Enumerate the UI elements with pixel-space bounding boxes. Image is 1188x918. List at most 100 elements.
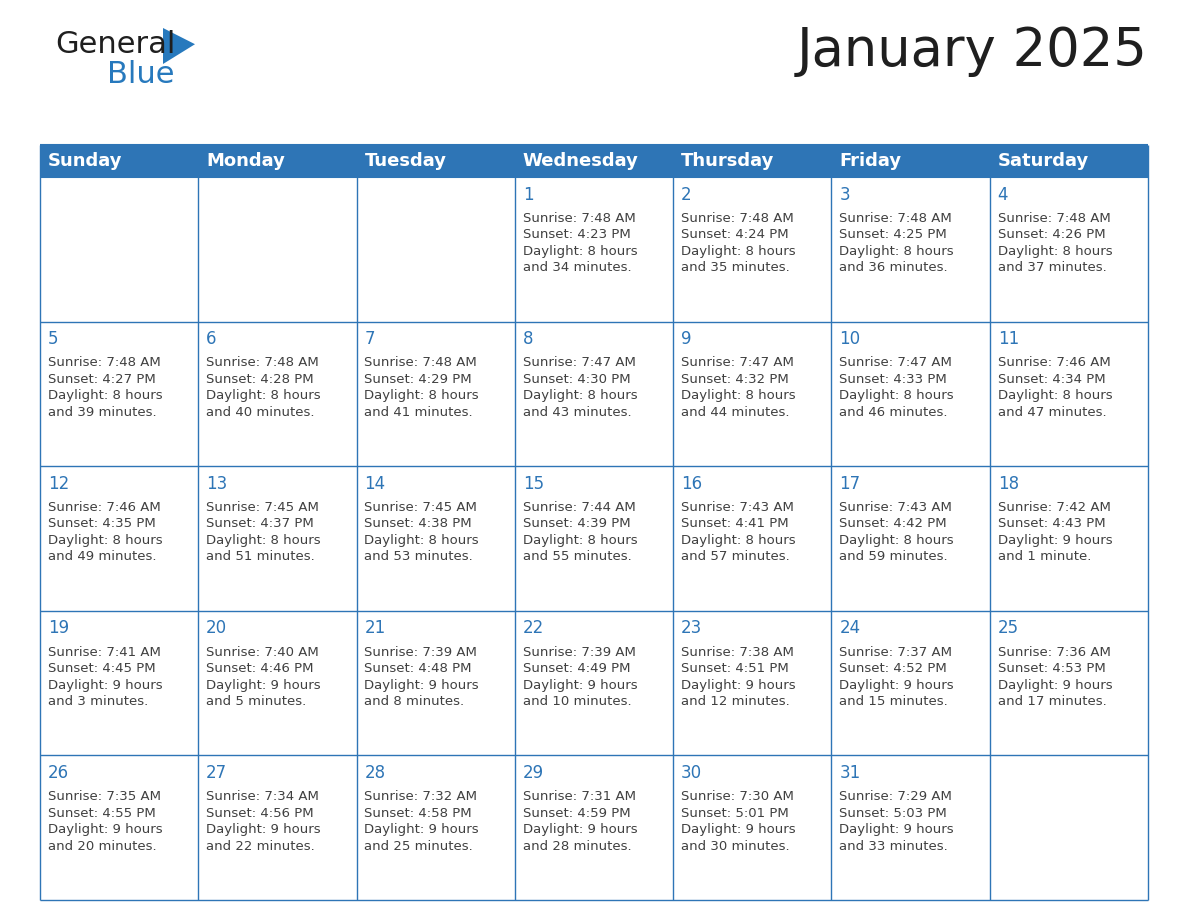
Text: Sunrise: 7:48 AM
Sunset: 4:29 PM
Daylight: 8 hours
and 41 minutes.: Sunrise: 7:48 AM Sunset: 4:29 PM Dayligh… (365, 356, 479, 419)
Bar (514, 610, 674, 756)
Text: 4: 4 (998, 185, 1009, 204)
Bar (832, 756, 990, 900)
Text: 7: 7 (365, 330, 375, 348)
Bar (832, 145, 990, 177)
Bar (40, 145, 198, 177)
Text: Sunrise: 7:41 AM
Sunset: 4:45 PM
Daylight: 9 hours
and 3 minutes.: Sunrise: 7:41 AM Sunset: 4:45 PM Dayligh… (48, 645, 163, 708)
Bar (198, 177, 356, 321)
Text: Sunrise: 7:48 AM
Sunset: 4:26 PM
Daylight: 8 hours
and 37 minutes.: Sunrise: 7:48 AM Sunset: 4:26 PM Dayligh… (998, 212, 1112, 274)
Text: Thursday: Thursday (681, 152, 775, 170)
Text: 27: 27 (207, 764, 227, 782)
Bar (990, 177, 1148, 321)
Text: Sunrise: 7:40 AM
Sunset: 4:46 PM
Daylight: 9 hours
and 5 minutes.: Sunrise: 7:40 AM Sunset: 4:46 PM Dayligh… (207, 645, 321, 708)
Text: Monday: Monday (207, 152, 285, 170)
Text: Sunrise: 7:48 AM
Sunset: 4:28 PM
Daylight: 8 hours
and 40 minutes.: Sunrise: 7:48 AM Sunset: 4:28 PM Dayligh… (207, 356, 321, 419)
Text: Sunrise: 7:47 AM
Sunset: 4:33 PM
Daylight: 8 hours
and 46 minutes.: Sunrise: 7:47 AM Sunset: 4:33 PM Dayligh… (840, 356, 954, 419)
Text: Sunrise: 7:47 AM
Sunset: 4:30 PM
Daylight: 8 hours
and 43 minutes.: Sunrise: 7:47 AM Sunset: 4:30 PM Dayligh… (523, 356, 638, 419)
Text: Sunrise: 7:46 AM
Sunset: 4:34 PM
Daylight: 8 hours
and 47 minutes.: Sunrise: 7:46 AM Sunset: 4:34 PM Dayligh… (998, 356, 1112, 419)
Text: 12: 12 (48, 475, 69, 493)
Text: Saturday: Saturday (998, 152, 1089, 170)
Bar (356, 610, 514, 756)
Text: 24: 24 (840, 620, 860, 637)
Text: Sunrise: 7:34 AM
Sunset: 4:56 PM
Daylight: 9 hours
and 22 minutes.: Sunrise: 7:34 AM Sunset: 4:56 PM Dayligh… (207, 790, 321, 853)
Text: Sunrise: 7:48 AM
Sunset: 4:23 PM
Daylight: 8 hours
and 34 minutes.: Sunrise: 7:48 AM Sunset: 4:23 PM Dayligh… (523, 212, 638, 274)
Text: Sunrise: 7:44 AM
Sunset: 4:39 PM
Daylight: 8 hours
and 55 minutes.: Sunrise: 7:44 AM Sunset: 4:39 PM Dayligh… (523, 501, 638, 564)
Text: Sunrise: 7:30 AM
Sunset: 5:01 PM
Daylight: 9 hours
and 30 minutes.: Sunrise: 7:30 AM Sunset: 5:01 PM Dayligh… (681, 790, 796, 853)
Bar (198, 321, 356, 466)
Text: 9: 9 (681, 330, 691, 348)
Bar (674, 756, 832, 900)
Text: January 2025: January 2025 (797, 25, 1148, 77)
Bar (832, 610, 990, 756)
Text: 21: 21 (365, 620, 386, 637)
Text: Sunrise: 7:43 AM
Sunset: 4:42 PM
Daylight: 8 hours
and 59 minutes.: Sunrise: 7:43 AM Sunset: 4:42 PM Dayligh… (840, 501, 954, 564)
Text: 19: 19 (48, 620, 69, 637)
Text: Blue: Blue (107, 60, 175, 89)
Text: Sunrise: 7:46 AM
Sunset: 4:35 PM
Daylight: 8 hours
and 49 minutes.: Sunrise: 7:46 AM Sunset: 4:35 PM Dayligh… (48, 501, 163, 564)
Text: 17: 17 (840, 475, 860, 493)
Text: 29: 29 (523, 764, 544, 782)
Text: Sunrise: 7:35 AM
Sunset: 4:55 PM
Daylight: 9 hours
and 20 minutes.: Sunrise: 7:35 AM Sunset: 4:55 PM Dayligh… (48, 790, 163, 853)
Bar (514, 177, 674, 321)
Bar (356, 756, 514, 900)
Bar (356, 466, 514, 610)
Text: Sunrise: 7:48 AM
Sunset: 4:25 PM
Daylight: 8 hours
and 36 minutes.: Sunrise: 7:48 AM Sunset: 4:25 PM Dayligh… (840, 212, 954, 274)
Text: Sunrise: 7:42 AM
Sunset: 4:43 PM
Daylight: 9 hours
and 1 minute.: Sunrise: 7:42 AM Sunset: 4:43 PM Dayligh… (998, 501, 1112, 564)
Bar (356, 177, 514, 321)
Text: Sunrise: 7:39 AM
Sunset: 4:49 PM
Daylight: 9 hours
and 10 minutes.: Sunrise: 7:39 AM Sunset: 4:49 PM Dayligh… (523, 645, 638, 708)
Text: 1: 1 (523, 185, 533, 204)
Text: Friday: Friday (840, 152, 902, 170)
Bar (40, 756, 198, 900)
Text: Sunrise: 7:36 AM
Sunset: 4:53 PM
Daylight: 9 hours
and 17 minutes.: Sunrise: 7:36 AM Sunset: 4:53 PM Dayligh… (998, 645, 1112, 708)
Polygon shape (163, 28, 195, 64)
Bar (198, 466, 356, 610)
Text: Sunrise: 7:43 AM
Sunset: 4:41 PM
Daylight: 8 hours
and 57 minutes.: Sunrise: 7:43 AM Sunset: 4:41 PM Dayligh… (681, 501, 796, 564)
Bar (514, 756, 674, 900)
Bar (990, 321, 1148, 466)
Text: 26: 26 (48, 764, 69, 782)
Bar (832, 466, 990, 610)
Bar (674, 610, 832, 756)
Bar (40, 610, 198, 756)
Text: Sunrise: 7:47 AM
Sunset: 4:32 PM
Daylight: 8 hours
and 44 minutes.: Sunrise: 7:47 AM Sunset: 4:32 PM Dayligh… (681, 356, 796, 419)
Text: Sunrise: 7:45 AM
Sunset: 4:38 PM
Daylight: 8 hours
and 53 minutes.: Sunrise: 7:45 AM Sunset: 4:38 PM Dayligh… (365, 501, 479, 564)
Bar (832, 321, 990, 466)
Bar (990, 466, 1148, 610)
Text: Sunrise: 7:29 AM
Sunset: 5:03 PM
Daylight: 9 hours
and 33 minutes.: Sunrise: 7:29 AM Sunset: 5:03 PM Dayligh… (840, 790, 954, 853)
Text: 22: 22 (523, 620, 544, 637)
Text: 8: 8 (523, 330, 533, 348)
Text: Sunrise: 7:45 AM
Sunset: 4:37 PM
Daylight: 8 hours
and 51 minutes.: Sunrise: 7:45 AM Sunset: 4:37 PM Dayligh… (207, 501, 321, 564)
Text: Sunrise: 7:48 AM
Sunset: 4:27 PM
Daylight: 8 hours
and 39 minutes.: Sunrise: 7:48 AM Sunset: 4:27 PM Dayligh… (48, 356, 163, 419)
Bar (514, 466, 674, 610)
Text: 28: 28 (365, 764, 386, 782)
Text: 6: 6 (207, 330, 216, 348)
Text: 30: 30 (681, 764, 702, 782)
Text: General: General (55, 30, 176, 59)
Text: Sunrise: 7:32 AM
Sunset: 4:58 PM
Daylight: 9 hours
and 25 minutes.: Sunrise: 7:32 AM Sunset: 4:58 PM Dayligh… (365, 790, 479, 853)
Text: 10: 10 (840, 330, 860, 348)
Bar (514, 145, 674, 177)
Bar (356, 321, 514, 466)
Bar (198, 756, 356, 900)
Text: 20: 20 (207, 620, 227, 637)
Text: 23: 23 (681, 620, 702, 637)
Text: 18: 18 (998, 475, 1019, 493)
Bar (674, 177, 832, 321)
Text: Sunrise: 7:37 AM
Sunset: 4:52 PM
Daylight: 9 hours
and 15 minutes.: Sunrise: 7:37 AM Sunset: 4:52 PM Dayligh… (840, 645, 954, 708)
Text: 16: 16 (681, 475, 702, 493)
Bar (356, 145, 514, 177)
Text: 14: 14 (365, 475, 386, 493)
Bar (674, 145, 832, 177)
Bar (990, 610, 1148, 756)
Bar (198, 610, 356, 756)
Bar (832, 177, 990, 321)
Bar (40, 321, 198, 466)
Text: 31: 31 (840, 764, 860, 782)
Text: Wednesday: Wednesday (523, 152, 639, 170)
Bar (40, 466, 198, 610)
Text: 25: 25 (998, 620, 1019, 637)
Text: 15: 15 (523, 475, 544, 493)
Bar (674, 321, 832, 466)
Text: 2: 2 (681, 185, 691, 204)
Text: Sunrise: 7:48 AM
Sunset: 4:24 PM
Daylight: 8 hours
and 35 minutes.: Sunrise: 7:48 AM Sunset: 4:24 PM Dayligh… (681, 212, 796, 274)
